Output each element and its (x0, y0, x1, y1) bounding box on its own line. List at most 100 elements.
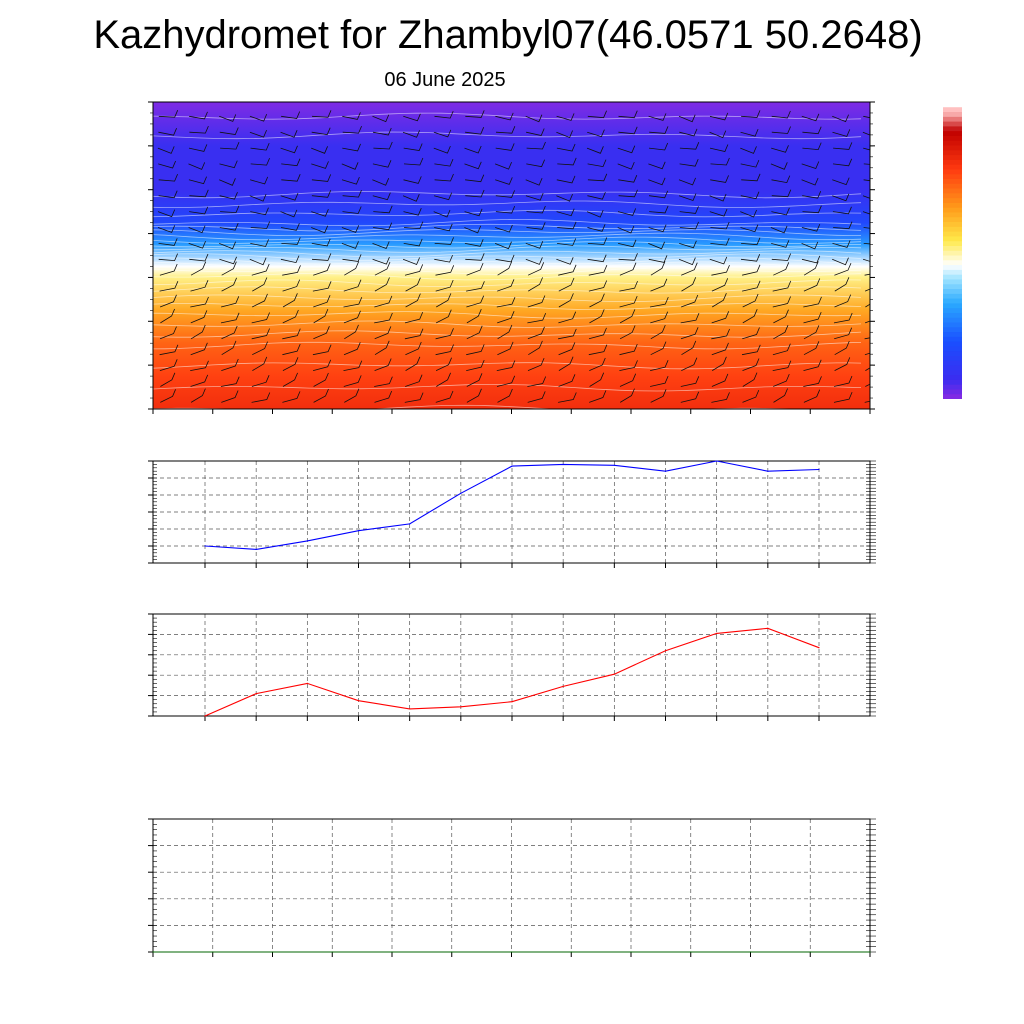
wind-barb (221, 358, 239, 371)
wind-barb (803, 325, 820, 340)
wind-barb (311, 238, 331, 247)
wind-barb (312, 344, 332, 356)
contour-line (153, 261, 862, 269)
wind-barb (189, 253, 209, 262)
wind-barb (832, 177, 850, 186)
wind-barb (711, 278, 729, 292)
wind-barb (374, 376, 393, 387)
contour-line (153, 241, 862, 249)
wind-barb (249, 113, 268, 122)
wind-barb (189, 189, 209, 198)
wind-barb (742, 264, 761, 276)
wind-barb (313, 308, 329, 324)
data-point (510, 951, 513, 953)
wind-barb (526, 141, 546, 150)
contour-line (153, 330, 862, 338)
pmsl-panel (148, 460, 876, 568)
wind-barb (802, 191, 822, 199)
wind-barb (834, 375, 853, 387)
data-point (716, 460, 718, 462)
wind-barb (250, 157, 270, 166)
wind-barb (188, 144, 208, 152)
wind-barb (221, 390, 239, 403)
wind-barb (219, 160, 238, 169)
contour-line (153, 320, 862, 328)
wind-barb (802, 205, 822, 214)
wind-barb (434, 158, 454, 167)
wind-barb (436, 372, 451, 387)
contour-line (153, 311, 862, 319)
contour-line (153, 236, 862, 244)
wind-barb (834, 357, 851, 371)
precip-panel (148, 818, 876, 957)
wind-barb (219, 241, 236, 250)
wind-barb (405, 356, 421, 371)
wind-barb (680, 312, 700, 324)
wind-barb (525, 177, 543, 186)
wind-barb (618, 239, 637, 248)
wind-barb (741, 237, 761, 246)
wind-barb (342, 254, 362, 262)
wind-barb (803, 296, 822, 308)
wind-barb (526, 128, 545, 136)
contour-line (153, 253, 862, 261)
wind-barb (525, 114, 543, 123)
wind-barb (526, 222, 546, 230)
wind-barb (863, 227, 870, 229)
wind-barb (496, 297, 516, 308)
wind-barb (587, 173, 608, 182)
wind-barb (403, 238, 423, 247)
wind-barb (742, 327, 760, 340)
wind-barb (497, 341, 514, 356)
wind-barb (801, 113, 820, 122)
wind-barb (313, 326, 330, 340)
wind-barb (433, 145, 451, 154)
colorbar-band (943, 107, 962, 112)
wind-barb (494, 241, 512, 250)
colorbar-band (943, 379, 962, 385)
wind-barb (558, 374, 576, 387)
wind-barb (617, 208, 637, 216)
wind-barb (342, 125, 362, 134)
data-point (664, 470, 667, 472)
wind-barb (221, 325, 238, 340)
wind-barb (619, 373, 637, 387)
wind-barb (313, 372, 329, 387)
wind-barb (527, 312, 547, 324)
colorbar-band (943, 336, 962, 342)
data-point (570, 951, 572, 953)
wind-barb (863, 115, 870, 119)
colorbar-band (943, 236, 962, 242)
wind-barb (281, 237, 301, 245)
wind-barb (556, 175, 576, 184)
wind-barb (557, 157, 577, 166)
wind-barb (373, 205, 393, 214)
wind-barb (282, 391, 301, 403)
wind-barb (678, 193, 697, 201)
wind-barb (188, 176, 207, 185)
wind-barb (313, 263, 331, 276)
contour-line (153, 384, 862, 392)
wind-barb (771, 207, 790, 216)
colorbar-band (943, 207, 962, 213)
data-point (271, 951, 274, 953)
wind-barb (190, 342, 208, 356)
wind-barb (433, 192, 453, 201)
contour-line (153, 223, 862, 232)
colorbar-band (943, 159, 962, 165)
wind-barb (464, 239, 484, 247)
wind-barb (771, 253, 792, 261)
wind-barb (313, 295, 331, 308)
contour-line (153, 273, 862, 281)
colorbar-band (943, 121, 962, 127)
colorbar-band (943, 183, 962, 189)
colorbar-band (943, 279, 962, 285)
wind-barb (404, 328, 424, 340)
wind-barb (405, 277, 421, 292)
wind-barb (497, 388, 513, 403)
colorbar-band (943, 174, 962, 179)
wind-barb (403, 221, 424, 230)
data-point (511, 465, 513, 467)
wind-barb (709, 208, 728, 217)
wind-barb (833, 391, 853, 403)
